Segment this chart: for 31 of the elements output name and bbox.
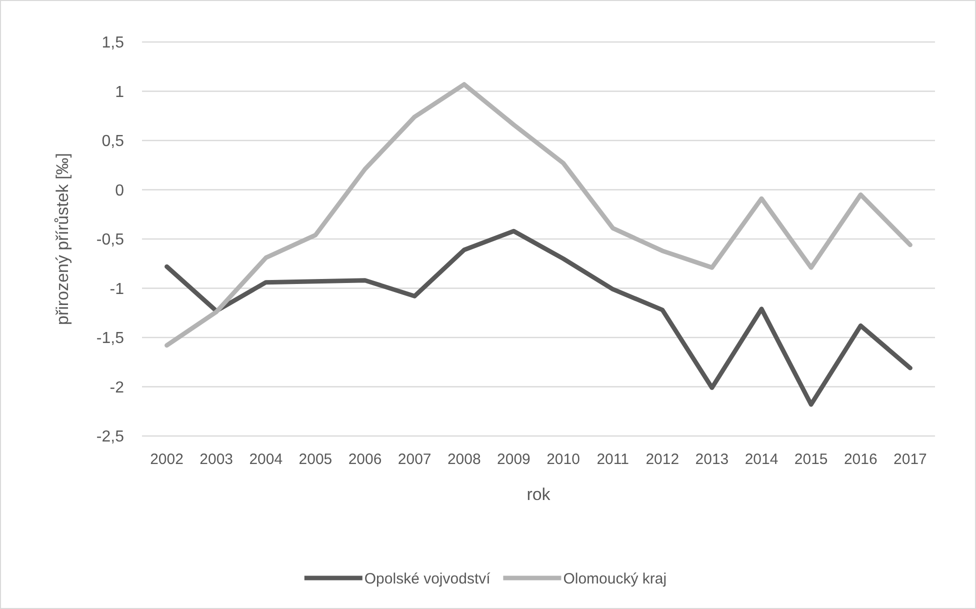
y-tick-label: 1,5 [102,34,124,52]
line-series [164,82,912,348]
y-tick-label: -2 [110,379,124,396]
y-tick-label: -2,5 [96,428,124,446]
x-axis-title: rok [526,485,551,504]
legend-label: Opolské vojvodství [364,570,492,588]
y-tick-label: 1 [115,84,124,101]
y-tick-label: 0 [115,182,124,200]
x-tick-label: 2010 [546,451,580,468]
line-series [164,228,912,407]
y-tick-label: 0,5 [102,133,124,150]
x-tick-label: 2005 [298,451,332,468]
x-tick-label: 2003 [200,451,234,468]
x-tick-label: 2009 [497,451,530,468]
x-tick-label: 2007 [398,451,432,468]
x-tick-label: 2004 [249,451,283,468]
x-tick-label: 2008 [447,451,481,468]
y-tick-label: -1,5 [96,330,124,348]
x-tick-label: 2006 [348,451,382,468]
x-tick-label: 2016 [844,451,878,468]
y-tick-label: -1 [110,280,124,298]
legend-label: Olomoucký kraj [563,570,667,588]
x-tick-label: 2012 [646,451,680,468]
x-tick-label: 2013 [695,451,729,468]
y-tick-label: -0,5 [96,232,124,249]
x-tick-label: 2015 [794,451,828,468]
y-axis-title: přirozený přírůstek [‰] [53,153,72,325]
x-tick-label: 2014 [744,451,778,468]
x-tick-label: 2002 [150,451,184,468]
x-tick-label: 2017 [894,451,927,468]
x-tick-label: 2011 [596,451,629,468]
